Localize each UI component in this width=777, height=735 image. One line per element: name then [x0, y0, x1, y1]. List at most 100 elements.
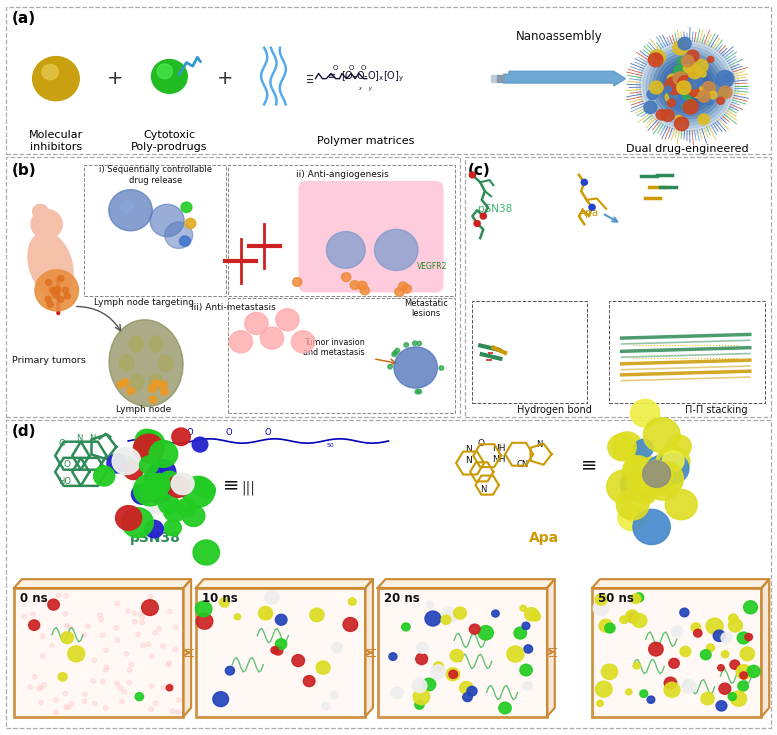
- Circle shape: [667, 435, 692, 458]
- Circle shape: [100, 633, 105, 637]
- Bar: [491, 75, 497, 82]
- Circle shape: [183, 505, 205, 526]
- Text: NH: NH: [492, 443, 505, 453]
- Circle shape: [157, 627, 162, 631]
- Circle shape: [737, 632, 750, 644]
- Circle shape: [37, 686, 42, 691]
- Circle shape: [133, 620, 138, 624]
- Circle shape: [145, 465, 172, 492]
- Circle shape: [417, 341, 422, 345]
- Circle shape: [687, 73, 698, 83]
- Circle shape: [688, 87, 699, 96]
- Circle shape: [728, 692, 737, 700]
- Circle shape: [520, 605, 526, 612]
- Circle shape: [292, 278, 301, 287]
- Circle shape: [161, 644, 166, 648]
- Circle shape: [122, 508, 153, 537]
- Circle shape: [141, 643, 145, 648]
- Bar: [609, 301, 765, 403]
- Text: $\mathsf{\text{O}}$: $\mathsf{\text{O}}$: [264, 426, 272, 437]
- Polygon shape: [196, 579, 373, 588]
- Circle shape: [597, 700, 603, 706]
- Circle shape: [678, 37, 692, 50]
- Circle shape: [166, 663, 170, 667]
- Circle shape: [153, 701, 158, 706]
- Circle shape: [173, 625, 178, 630]
- Circle shape: [134, 434, 164, 463]
- Circle shape: [167, 476, 190, 498]
- Ellipse shape: [129, 336, 143, 352]
- Circle shape: [647, 696, 655, 703]
- Circle shape: [149, 396, 157, 404]
- Circle shape: [101, 680, 106, 684]
- Circle shape: [625, 453, 656, 482]
- Circle shape: [103, 706, 108, 710]
- Circle shape: [135, 692, 144, 700]
- Circle shape: [42, 683, 47, 687]
- Circle shape: [112, 448, 141, 475]
- Circle shape: [118, 686, 123, 690]
- Circle shape: [393, 351, 398, 355]
- Circle shape: [54, 710, 58, 714]
- Circle shape: [492, 610, 499, 617]
- Circle shape: [514, 627, 527, 639]
- Text: $\mathsf{\text{O}}$: $\mathsf{\text{O}}$: [186, 426, 194, 437]
- Circle shape: [721, 633, 732, 643]
- Text: Molecular
inhibitors: Molecular inhibitors: [29, 130, 83, 152]
- Circle shape: [181, 202, 192, 212]
- Circle shape: [395, 348, 399, 353]
- Ellipse shape: [109, 320, 183, 406]
- Circle shape: [134, 474, 168, 506]
- Circle shape: [467, 686, 477, 696]
- Circle shape: [39, 685, 44, 689]
- Circle shape: [657, 453, 689, 484]
- Circle shape: [332, 642, 343, 653]
- Circle shape: [664, 677, 677, 689]
- Circle shape: [69, 701, 74, 706]
- Text: (d): (d): [12, 424, 37, 439]
- Circle shape: [148, 594, 152, 598]
- Bar: [6, 7, 771, 154]
- Circle shape: [605, 623, 615, 633]
- Circle shape: [618, 504, 646, 531]
- Circle shape: [642, 460, 673, 490]
- Text: Metastatic
lesions: Metastatic lesions: [404, 299, 448, 318]
- Circle shape: [97, 613, 102, 617]
- Circle shape: [159, 471, 179, 490]
- Text: N: N: [480, 485, 486, 495]
- Circle shape: [159, 495, 179, 514]
- Circle shape: [58, 673, 67, 681]
- Text: +: +: [217, 69, 234, 88]
- Circle shape: [589, 204, 595, 210]
- Circle shape: [662, 451, 684, 471]
- Circle shape: [740, 647, 754, 661]
- Circle shape: [430, 665, 445, 679]
- Circle shape: [688, 68, 699, 79]
- Circle shape: [35, 270, 78, 311]
- Text: N: N: [536, 440, 542, 449]
- Circle shape: [160, 388, 168, 395]
- Circle shape: [439, 366, 444, 370]
- Text: 0 ns: 0 ns: [20, 592, 48, 605]
- Circle shape: [607, 470, 642, 503]
- Circle shape: [648, 465, 674, 489]
- Bar: [228, 298, 455, 413]
- Circle shape: [33, 204, 48, 219]
- Circle shape: [40, 634, 45, 639]
- Circle shape: [82, 699, 87, 703]
- Circle shape: [655, 54, 661, 60]
- Circle shape: [728, 619, 742, 632]
- Circle shape: [50, 287, 56, 293]
- Circle shape: [64, 293, 71, 299]
- Text: N: N: [89, 434, 96, 443]
- Circle shape: [172, 428, 190, 445]
- Circle shape: [122, 689, 127, 694]
- Text: pSN38: pSN38: [130, 531, 181, 545]
- Text: $_y$: $_y$: [368, 86, 374, 95]
- Circle shape: [680, 608, 689, 617]
- Circle shape: [709, 91, 717, 99]
- Circle shape: [235, 614, 241, 620]
- Circle shape: [469, 624, 480, 634]
- Ellipse shape: [28, 232, 73, 297]
- Circle shape: [673, 72, 687, 85]
